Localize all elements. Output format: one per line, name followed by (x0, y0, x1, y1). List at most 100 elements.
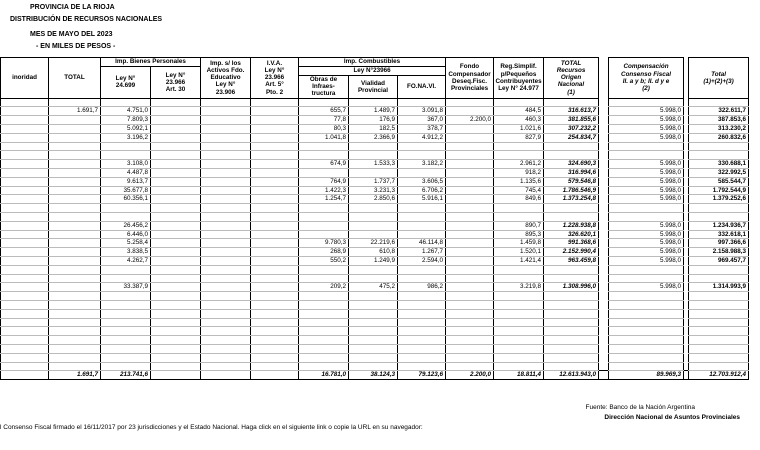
table-row (0, 335, 750, 345)
cell (149, 221, 202, 231)
cell: 1.249,9 (348, 256, 399, 266)
header-line: DISTRIBUCIÓN DE RECURSOS NACIONALES (10, 16, 163, 23)
cell: 378,7 (397, 124, 447, 134)
office: Dirección Nacional de Asuntos Provincial… (604, 414, 740, 421)
cell: 6.446,0 (100, 230, 151, 240)
cell: 1.691,7 (48, 106, 101, 117)
cell: 89.969,3 (608, 370, 685, 381)
cell (445, 256, 495, 266)
cell: 6.706,2 (397, 186, 447, 196)
cell (200, 282, 252, 293)
cell (48, 265, 101, 275)
cell: 5.998,0 (608, 106, 685, 117)
cell (200, 247, 252, 257)
cell (445, 98, 495, 108)
cell: 475,2 (348, 282, 399, 293)
cell (445, 362, 495, 372)
cell: 460,3 (493, 115, 545, 125)
table-row (0, 300, 750, 310)
spacer (599, 212, 609, 221)
cell: 1.379.252,6 (688, 194, 750, 205)
spacer (599, 98, 609, 107)
cell: 79.123,6 (397, 370, 447, 381)
cell (543, 326, 600, 337)
cell (48, 335, 101, 345)
cell (543, 98, 600, 108)
cell (688, 309, 750, 319)
cell (48, 230, 101, 240)
cell: 3.838,5 (100, 247, 151, 257)
cell (348, 230, 399, 240)
cell: 22.219,6 (348, 238, 399, 249)
spacer (599, 309, 609, 318)
table-row (0, 326, 750, 337)
cell: 5.998,0 (608, 177, 685, 187)
cell (445, 309, 495, 319)
cell: 2.961,2 (493, 159, 545, 169)
cell (688, 150, 750, 161)
cell: 585.544,7 (688, 177, 750, 187)
cell: 4.751,0 (100, 106, 151, 117)
cell: 5.998,0 (608, 168, 685, 178)
cell (0, 98, 49, 108)
cell (200, 203, 252, 213)
spacer (599, 362, 609, 371)
cell (493, 309, 545, 319)
cell (543, 291, 600, 301)
cell (445, 186, 495, 196)
cell: 3.231,3 (348, 186, 399, 196)
cell (397, 344, 447, 354)
cell (0, 212, 49, 222)
cell: 1.021,6 (493, 124, 545, 134)
cell (48, 318, 101, 328)
cell: 1.786.546,9 (543, 186, 600, 196)
cell: 1.533,3 (348, 159, 399, 169)
spacer (599, 336, 609, 345)
cell (250, 265, 300, 275)
cell (48, 115, 101, 125)
cell (200, 353, 252, 363)
cell: 1.308.996,0 (543, 282, 600, 293)
column-header: Ley N° 24.699 (100, 66, 151, 99)
cell (149, 247, 202, 257)
table-row (0, 98, 750, 108)
cell: 387.853,6 (688, 115, 750, 125)
cell (445, 344, 495, 354)
cell (493, 203, 545, 213)
cell: 330.688,1 (688, 159, 750, 169)
column-header: TOTAL (48, 57, 101, 99)
cell: 1.520,1 (493, 247, 545, 257)
cell: 4.912,2 (397, 133, 447, 143)
cell (608, 265, 685, 275)
spacer (683, 370, 689, 381)
cell: 322.611,7 (688, 106, 750, 117)
cell (48, 282, 101, 293)
cell (149, 335, 202, 345)
cell: 5.998,0 (608, 133, 685, 143)
cell: 550,2 (298, 256, 350, 266)
cell (149, 309, 202, 319)
cell (200, 124, 252, 134)
cell (0, 203, 49, 213)
cell (445, 247, 495, 257)
cell (100, 98, 151, 108)
cell (48, 150, 101, 161)
cell (298, 353, 350, 363)
spacer (599, 318, 609, 327)
cell: 610,8 (348, 247, 399, 257)
cell (200, 370, 252, 381)
cell (100, 265, 151, 275)
cell: 827,9 (493, 133, 545, 143)
cell (298, 344, 350, 354)
spacer (599, 274, 609, 283)
cell (200, 115, 252, 125)
table-row: 1.691,7 213.741,6 16.781,0 38.124,3 79.123,6… (0, 370, 750, 381)
table-row: 9.613,7 764,9 1.737,7 3.606,5 1.135,6 579.546… (0, 177, 750, 187)
group-header: Imp. Combustibles (298, 57, 447, 67)
cell (0, 221, 49, 231)
cell (149, 124, 202, 134)
cell (493, 335, 545, 345)
cell (250, 142, 300, 152)
column-header: Obras de Infraes- tructura (298, 75, 350, 99)
cell (445, 221, 495, 231)
